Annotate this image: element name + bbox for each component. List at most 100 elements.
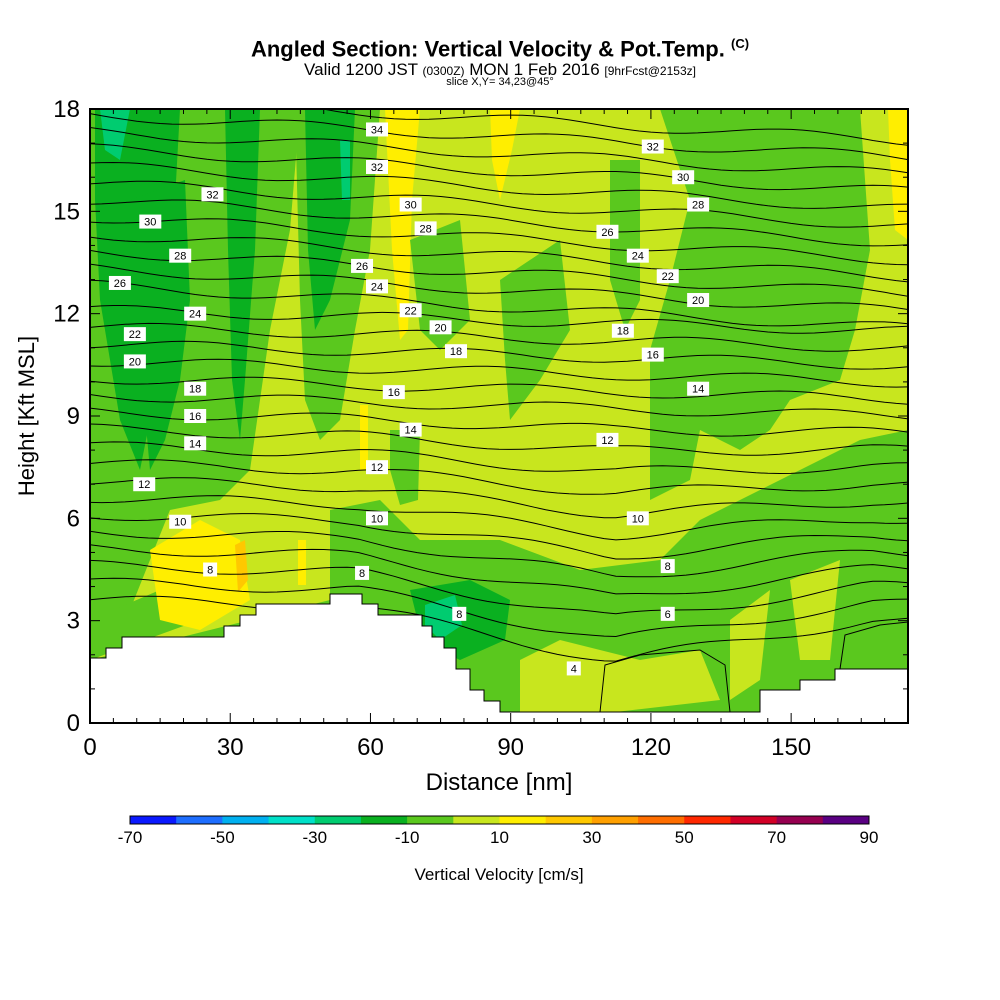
- updraft-region: [150, 520, 250, 630]
- contour-label-bg: [596, 224, 619, 239]
- contour-label: 24: [371, 281, 383, 293]
- theta-contour-line: [90, 423, 908, 456]
- contour-label-bg: [184, 409, 207, 423]
- contour-label: 28: [419, 223, 431, 235]
- contour-label-bg: [399, 197, 422, 212]
- contour-label-bg: [123, 354, 146, 369]
- contour-label: 14: [405, 425, 417, 437]
- colorbar-segment: [222, 816, 270, 824]
- contour-label: 22: [662, 271, 674, 283]
- theta-contour-line: [839, 621, 908, 670]
- y-tick-label: 6: [67, 505, 80, 532]
- x-tick-label: 60: [357, 734, 384, 761]
- x-axis-label: Distance [nm]: [426, 769, 573, 796]
- contour-label-bg: [687, 381, 710, 396]
- contour-label-bg: [184, 306, 207, 321]
- theta-contour-line: [90, 305, 908, 334]
- contour-label-bg: [626, 248, 649, 263]
- contour-label: 12: [371, 462, 383, 474]
- theta-contour-line: [90, 495, 908, 541]
- contour-label-bg: [611, 323, 634, 338]
- contour-label-bg: [672, 170, 695, 185]
- contour-label: 12: [138, 479, 150, 491]
- contour-label-bg: [656, 269, 679, 284]
- theta-contour-line: [90, 577, 908, 638]
- contour-label: 28: [174, 251, 186, 263]
- contour-label: 32: [371, 162, 383, 174]
- theta-contour-line: [90, 530, 908, 578]
- contour-label-bg: [687, 197, 710, 212]
- contour-label-bg: [366, 511, 389, 526]
- theta-contour-line: [90, 544, 908, 595]
- theta-contour-line: [90, 218, 908, 266]
- contour-label-bg: [351, 258, 374, 273]
- colorbar-tick-label: -30: [302, 828, 327, 847]
- theta-contours: [90, 109, 908, 713]
- axis-ticks: [90, 109, 908, 723]
- contour-label-bg: [660, 559, 675, 574]
- colorbar-segment: [776, 816, 824, 824]
- contour-label-bg: [139, 214, 162, 229]
- theta-contour-line: [90, 358, 908, 388]
- downdraft-region: [500, 240, 570, 420]
- contour-label: 4: [571, 663, 577, 675]
- theta-contour-line: [90, 394, 908, 420]
- contour-label: 10: [632, 513, 644, 525]
- colorbar-tick-label: 50: [675, 828, 694, 847]
- downdraft-region: [610, 160, 640, 330]
- contour-label-bg: [687, 293, 710, 308]
- contour-label: 30: [677, 172, 689, 184]
- updraft-region: [298, 540, 306, 585]
- colorbar-tick-label: 90: [860, 828, 879, 847]
- contour-label: 20: [129, 356, 141, 368]
- strong-downdraft: [425, 595, 462, 640]
- contour-label: 8: [665, 561, 671, 573]
- colorbar-segment: [638, 816, 685, 824]
- theta-contour-line: [90, 376, 908, 405]
- contour-label: 16: [189, 411, 201, 423]
- contour-label-bg: [366, 159, 389, 174]
- contour-label-bg: [184, 381, 207, 396]
- colorbar-tick-label: 70: [767, 828, 786, 847]
- theta-contour-line: [90, 407, 908, 437]
- weak-updraft: [730, 590, 770, 700]
- theta-contour-line: [90, 595, 908, 662]
- contour-label-bg: [366, 122, 389, 137]
- contour-label-bg: [201, 187, 224, 202]
- theta-contour-line: [90, 180, 908, 228]
- contour-label: 28: [692, 200, 704, 212]
- contour-label: 32: [647, 142, 659, 154]
- theta-contour-line: [90, 513, 908, 560]
- valid-time-line: Valid 1200 JST (0300Z) MON 1 Feb 2016 [9…: [0, 60, 1000, 80]
- theta-contour-line: [90, 161, 908, 209]
- theta-contour-line: [319, 109, 908, 146]
- colorbar-segment: [684, 816, 731, 824]
- colorbar-tick-label: -10: [395, 828, 420, 847]
- theta-contour-line: [90, 199, 908, 247]
- colorbar-segment: [453, 816, 500, 824]
- contour-label: 26: [356, 261, 368, 273]
- contour-label: 14: [692, 384, 704, 396]
- theta-contour-line: [90, 340, 908, 370]
- x-tick-label: 0: [83, 734, 96, 761]
- colorbar-segment: [499, 816, 547, 824]
- contour-label-bg: [169, 248, 192, 263]
- colorbar-segment: [268, 816, 316, 824]
- weak-updraft: [790, 560, 840, 660]
- colorbar-label: Vertical Velocity [cm/s]: [414, 865, 583, 884]
- strong-downdraft: [100, 109, 130, 160]
- y-tick-label: 18: [53, 96, 80, 123]
- contour-label-bg: [452, 606, 467, 621]
- downdraft-region: [390, 430, 420, 505]
- contour-label: 30: [405, 200, 417, 212]
- weak-updraft: [520, 640, 720, 723]
- contour-label: 24: [189, 309, 201, 321]
- colorbar-tick-label: 30: [582, 828, 601, 847]
- contour-label: 12: [601, 435, 613, 447]
- colorbar-segment: [176, 816, 223, 824]
- contour-label-bg: [596, 432, 619, 447]
- valid-prefix: Valid 1200 JST: [304, 60, 418, 79]
- contour-label-bg: [399, 303, 422, 318]
- contour-label: 10: [174, 517, 186, 529]
